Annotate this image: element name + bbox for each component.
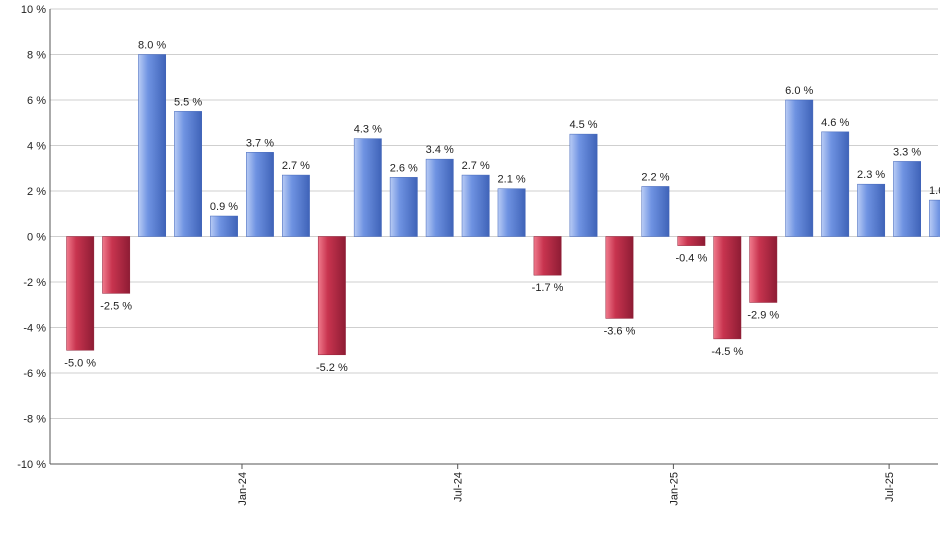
bar-negative: [66, 236, 95, 351]
y-tick-label: 8 %: [27, 50, 46, 62]
bar-positive: [174, 111, 202, 237]
y-tick-label: 10 %: [21, 4, 46, 16]
y-tick-label: -6 %: [23, 368, 46, 380]
bar-value-label: 2.2 %: [641, 171, 669, 183]
bar-positive: [138, 54, 167, 237]
bar-positive: [785, 99, 814, 237]
x-tick-label: Jan-24: [237, 472, 249, 506]
bar-value-label: 2.6 %: [390, 162, 418, 174]
y-tick-label: 2 %: [27, 186, 46, 198]
bar-negative: [317, 236, 346, 356]
y-tick-label: -2 %: [23, 277, 46, 289]
bar-value-label: -0.4 %: [675, 253, 707, 265]
bar-negative: [713, 236, 742, 340]
bar-value-label: 2.1 %: [498, 174, 526, 186]
bar-positive: [929, 199, 940, 237]
bar-positive: [353, 138, 382, 237]
y-tick-label: -8 %: [23, 414, 46, 426]
bar-value-label: 2.7 %: [462, 160, 490, 172]
bar-positive: [857, 183, 886, 237]
bar-value-label: 2.7 %: [282, 160, 310, 172]
bar-value-label: 4.5 %: [569, 119, 597, 131]
bar-positive: [281, 174, 310, 237]
bar-value-label: 1.6 %: [929, 185, 940, 197]
bar-value-label: 4.3 %: [354, 124, 382, 136]
bar-value-label: -3.6 %: [604, 325, 636, 337]
axes: [49, 9, 938, 465]
bar-value-label: 5.5 %: [174, 96, 202, 108]
bar-positive: [246, 152, 274, 237]
bar-negative: [677, 236, 706, 246]
y-tick-label: -4 %: [23, 323, 46, 335]
bar-value-label: -5.0 %: [64, 357, 96, 369]
x-tick-label: Jul-25: [884, 472, 896, 502]
bar-positive: [461, 174, 490, 237]
y-tick-label: 4 %: [27, 141, 46, 153]
x-axis-tick-labels: Jan-24 Jul-24 Jan-25 Jul-25: [237, 464, 896, 506]
bar-value-label: -2.5 %: [100, 300, 132, 312]
bar-positive: [497, 188, 526, 237]
bar-positive: [641, 186, 670, 237]
bar-negative: [749, 236, 778, 303]
bar-negative: [102, 236, 131, 294]
bar-value-label: 6.0 %: [785, 85, 813, 97]
x-tick-label: Jan-25: [668, 472, 680, 506]
bar-positive: [389, 177, 418, 237]
bar-value-label: -4.5 %: [711, 346, 743, 358]
bar-negative: [533, 236, 562, 276]
bar-value-label: 3.4 %: [426, 144, 454, 156]
bar-value-label: 2.3 %: [857, 169, 885, 181]
bar-value-label: 3.3 %: [893, 146, 921, 158]
bar-positive: [210, 215, 238, 237]
y-tick-label: 6 %: [27, 95, 46, 107]
bar-positive: [569, 133, 598, 237]
bar-negative: [605, 236, 634, 319]
bar-positive: [821, 131, 850, 237]
bar-positive: [425, 158, 454, 237]
bar-value-label: 4.6 %: [821, 117, 849, 129]
y-axis-tick-labels: -10 % -8 % -6 % -4 % -2 % 0 % 2 % 4 % 6 % 8 % 10 %: [17, 4, 46, 471]
bar-value-label: -5.2 %: [316, 362, 348, 374]
bar-value-label: -2.9 %: [747, 309, 779, 321]
bar-value-labels: -5.0 % -2.5 % 8.0 % 5.5 % 0.9 % 3.7 % 2.7 % -5.…: [64, 40, 940, 374]
bar-value-label: 0.9 %: [210, 201, 238, 213]
y-tick-label: 0 %: [27, 232, 46, 244]
bar-value-label: -1.7 %: [532, 282, 564, 294]
bars: [66, 54, 940, 356]
bar-value-label: 3.7 %: [246, 137, 274, 149]
y-tick-label: -10 %: [17, 459, 46, 471]
x-tick-label: Jul-24: [453, 472, 465, 502]
bar-value-label: 8.0 %: [138, 40, 166, 52]
bar-positive: [893, 161, 921, 237]
